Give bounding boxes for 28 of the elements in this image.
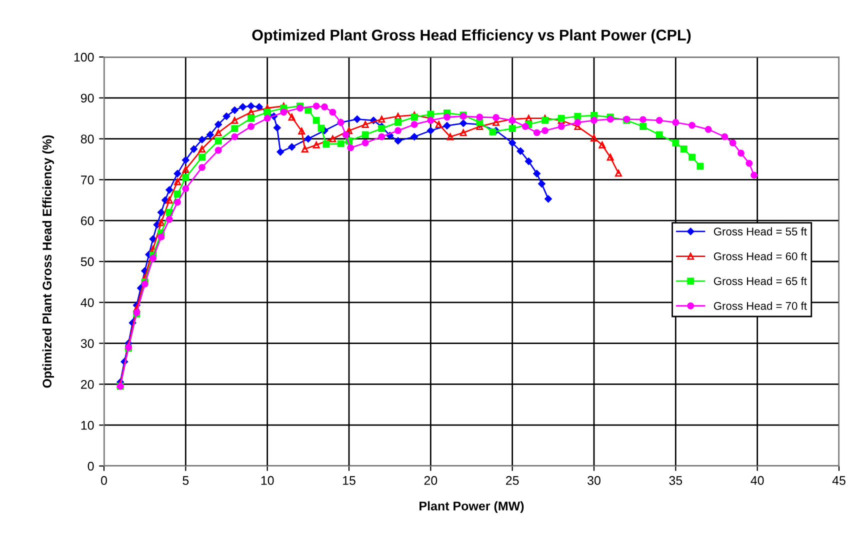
x-tick-label: 20 xyxy=(424,476,438,485)
y-tick-label: 30 xyxy=(80,339,94,348)
y-tick-label: 90 xyxy=(80,94,94,103)
x-tick-label: 25 xyxy=(506,476,519,485)
y-tick-label: 40 xyxy=(80,298,94,308)
legend-label: Gross Head = 60 ft xyxy=(714,252,807,260)
x-tick-label: 30 xyxy=(588,476,600,485)
y-tick-label: 100 xyxy=(74,52,94,62)
x-tick-label: 45 xyxy=(832,476,846,485)
y-tick-label: 20 xyxy=(81,380,94,389)
x-tick-label: 15 xyxy=(343,476,356,485)
y-tick-label: 50 xyxy=(80,257,94,266)
y-tick-label: 60 xyxy=(81,216,94,226)
legend-label: Gross Head = 55 ft xyxy=(714,227,807,236)
legend-label: Gross Head = 70 ft xyxy=(714,302,807,310)
y-axis-title: Optimized Plant Gross Head Efficiency (%) xyxy=(42,135,54,388)
y-tick-label: 10 xyxy=(81,420,94,430)
y-tick-label: 80 xyxy=(80,134,94,144)
y-tick-label: 70 xyxy=(81,176,94,184)
x-tick-label: 5 xyxy=(182,476,189,485)
x-tick-label: 40 xyxy=(750,476,764,485)
y-tick-label: 0 xyxy=(88,462,94,471)
x-axis-title: Plant Power (MW) xyxy=(420,501,524,513)
x-tick-label: 0 xyxy=(101,476,107,485)
x-tick-label: 10 xyxy=(261,476,274,485)
legend-label: Gross Head = 65 ft xyxy=(714,276,807,286)
chart-title: Optimized Plant Gross Head Efficiency vs Plant Power (CPL) xyxy=(252,29,691,44)
x-tick-label: 35 xyxy=(669,476,682,485)
